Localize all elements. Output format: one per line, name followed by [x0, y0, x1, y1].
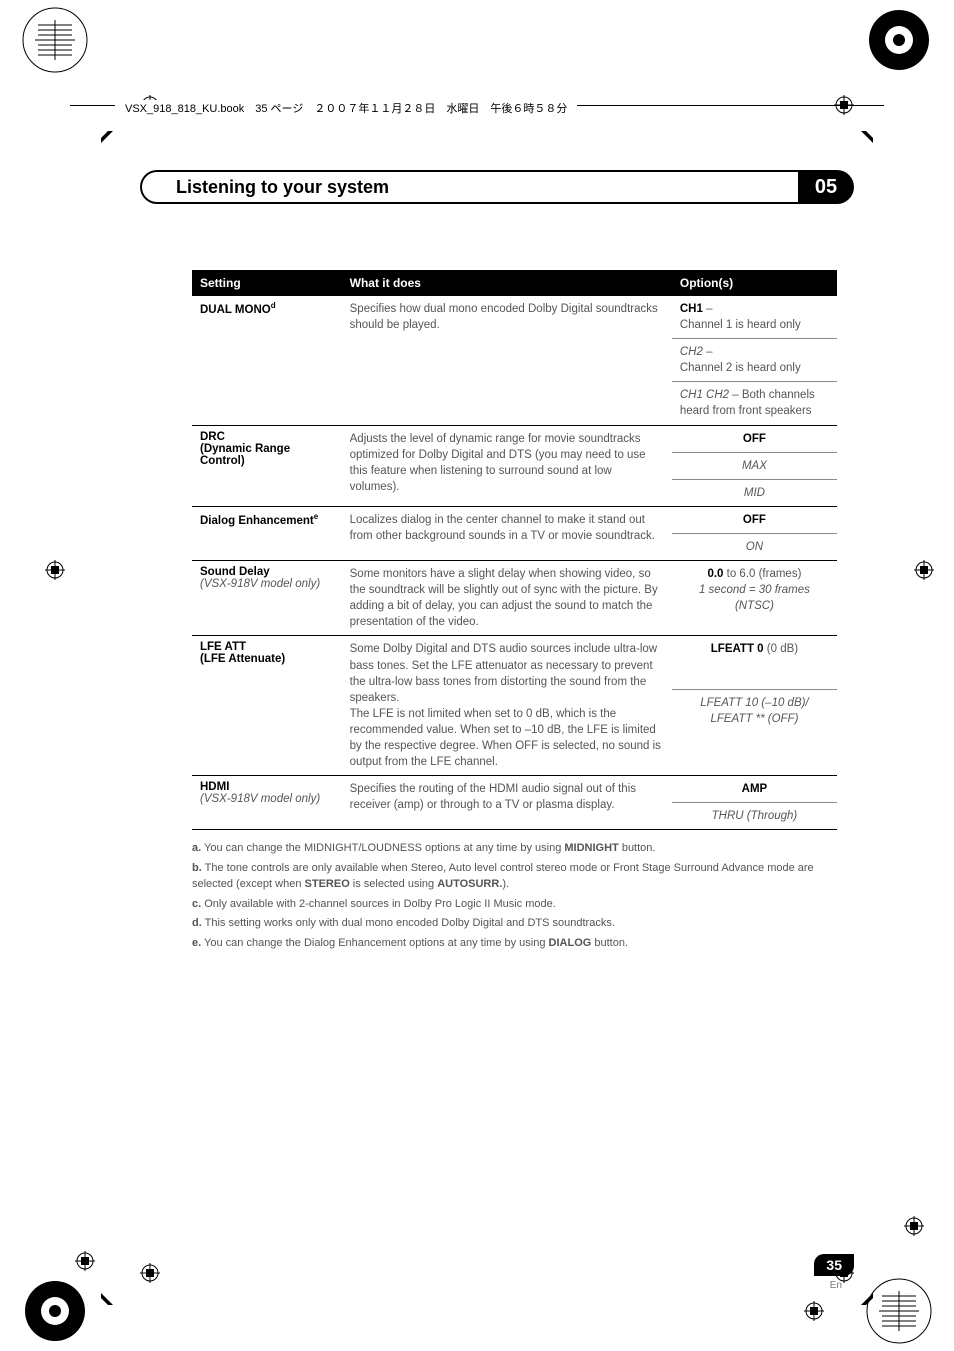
corner-tl [20, 5, 90, 75]
footnote: b. The tone controls are only available … [192, 860, 837, 893]
th-opt: Option(s) [672, 270, 837, 296]
footnotes: a. You can change the MIDNIGHT/LOUDNESS … [192, 840, 837, 951]
table-row: Dialog EnhancementeLocalizes dialog in t… [192, 506, 837, 533]
footnote: d. This setting works only with dual mon… [192, 915, 837, 932]
what-cell: Adjusts the level of dynamic range for m… [342, 425, 672, 506]
setting-cell: DRC(Dynamic Range Control) [192, 425, 342, 506]
reg-bl2 [75, 1251, 95, 1271]
option-cell: AMP [672, 776, 837, 803]
option-cell: THRU (Through) [672, 803, 837, 830]
table-row: Sound Delay(VSX-918V model only)Some mon… [192, 561, 837, 636]
arrow-tr [860, 130, 874, 144]
settings-table: Setting What it does Option(s) DUAL MONO… [192, 270, 837, 830]
option-cell: LFEATT 10 (–10 dB)/LFEATT ** (OFF) [672, 690, 837, 776]
table-row: HDMI(VSX-918V model only)Specifies the r… [192, 776, 837, 803]
option-cell: LFEATT 0 (0 dB) [672, 636, 837, 690]
arrow-bl [100, 1292, 114, 1306]
corner-br [864, 1276, 934, 1346]
option-cell: CH2 – Channel 2 is heard only [672, 339, 837, 382]
chapter-num: 05 [798, 170, 854, 204]
setting-cell: LFE ATT(LFE Attenuate) [192, 636, 342, 776]
reg-ml [45, 560, 65, 580]
table-row: DUAL MONOdSpecifies how dual mono encode… [192, 296, 837, 339]
what-cell: Some Dolby Digital and DTS audio sources… [342, 636, 672, 776]
th-what: What it does [342, 270, 672, 296]
corner-bl [20, 1276, 90, 1346]
option-cell: OFF [672, 506, 837, 533]
what-cell: Localizes dialog in the center channel t… [342, 506, 672, 560]
reg-br4 [804, 1301, 824, 1321]
arrow-tl [100, 130, 114, 144]
option-cell: 0.0 to 6.0 (frames)1 second = 30 frames … [672, 561, 837, 636]
what-cell: Some monitors have a slight delay when s… [342, 561, 672, 636]
what-cell: Specifies the routing of the HDMI audio … [342, 776, 672, 830]
table-container: Setting What it does Option(s) DUAL MONO… [192, 270, 837, 954]
page-lang: En [830, 1280, 842, 1291]
what-cell: Specifies how dual mono encoded Dolby Di… [342, 296, 672, 425]
setting-cell: DUAL MONOd [192, 296, 342, 425]
setting-cell: Sound Delay(VSX-918V model only) [192, 561, 342, 636]
reg-bl [140, 1263, 160, 1283]
title-left-cap [140, 170, 170, 204]
footnote: e. You can change the Dialog Enhancement… [192, 935, 837, 952]
option-cell: MAX [672, 452, 837, 479]
reg-mr [914, 560, 934, 580]
footnote: a. You can change the MIDNIGHT/LOUDNESS … [192, 840, 837, 857]
page-title: Listening to your system [170, 170, 798, 204]
reg-br3 [904, 1216, 924, 1236]
page-number: 35 [814, 1254, 854, 1276]
option-cell: CH1 – Channel 1 is heard only [672, 296, 837, 339]
setting-cell: Dialog Enhancemente [192, 506, 342, 560]
option-cell: CH1 CH2 – Both channels heard from front… [672, 382, 837, 425]
option-cell: MID [672, 479, 837, 506]
option-cell: OFF [672, 425, 837, 452]
footnote: c. Only available with 2-channel sources… [192, 896, 837, 913]
option-cell: ON [672, 533, 837, 560]
th-setting: Setting [192, 270, 342, 296]
setting-cell: HDMI(VSX-918V model only) [192, 776, 342, 830]
arrow-br [860, 1292, 874, 1306]
corner-tr [864, 5, 934, 75]
table-header-row: Setting What it does Option(s) [192, 270, 837, 296]
table-row: DRC(Dynamic Range Control)Adjusts the le… [192, 425, 837, 452]
doc-header: VSX_918_818_KU.book 35 ページ ２００７年１１月２８日 水… [115, 100, 577, 116]
table-row: LFE ATT(LFE Attenuate)Some Dolby Digital… [192, 636, 837, 690]
title-bar: Listening to your system 05 [140, 170, 854, 204]
